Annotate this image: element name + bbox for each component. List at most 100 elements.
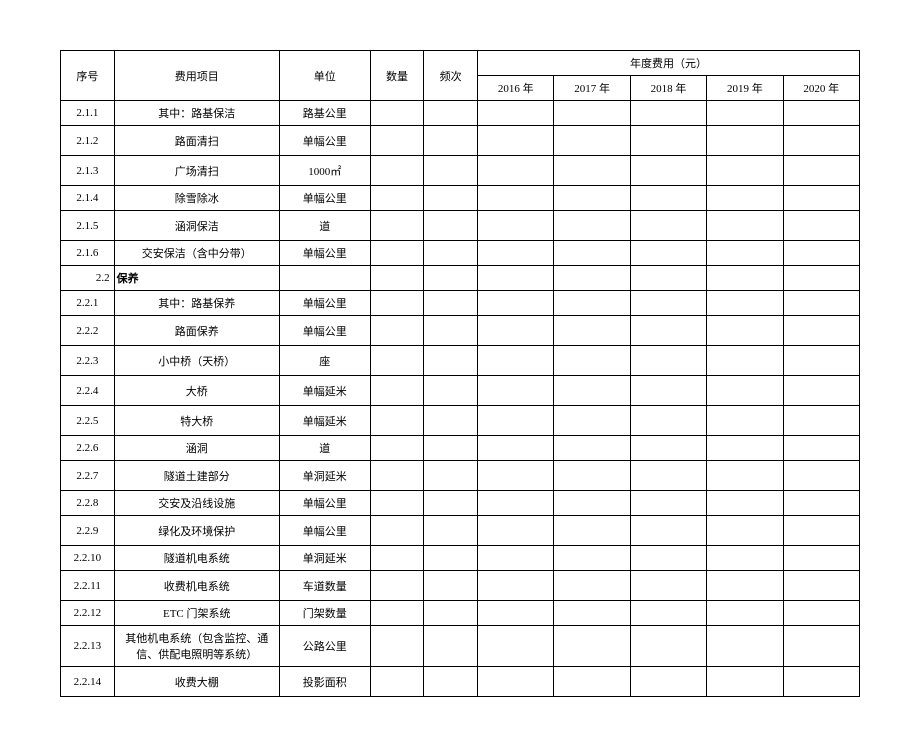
cell-y2 — [554, 266, 630, 291]
cell-freq — [424, 546, 478, 571]
cell-y1 — [478, 126, 554, 156]
cell-item: 其中：路基保养 — [114, 291, 279, 316]
cell-seq: 2.2.12 — [61, 601, 115, 626]
cell-qty — [370, 376, 424, 406]
cell-y2 — [554, 491, 630, 516]
cell-y2 — [554, 346, 630, 376]
cell-seq: 2.2.6 — [61, 436, 115, 461]
cell-unit: 单幅公里 — [279, 126, 370, 156]
table-row: 2.1.3广场清扫1000㎡ — [61, 156, 860, 186]
cell-freq — [424, 156, 478, 186]
cell-y5 — [783, 156, 860, 186]
cell-y1 — [478, 516, 554, 546]
cell-item: 收费机电系统 — [114, 571, 279, 601]
cell-y5 — [783, 346, 860, 376]
table-row: 2.1.4除雪除冰单幅公里 — [61, 186, 860, 211]
cell-qty — [370, 601, 424, 626]
cell-y5 — [783, 241, 860, 266]
cell-unit: 单幅公里 — [279, 291, 370, 316]
cell-seq: 2.1.3 — [61, 156, 115, 186]
cell-freq — [424, 266, 478, 291]
cell-qty — [370, 516, 424, 546]
cell-item: ETC 门架系统 — [114, 601, 279, 626]
cell-y1 — [478, 546, 554, 571]
cell-y3 — [630, 376, 706, 406]
cell-y3 — [630, 626, 706, 667]
cell-y3 — [630, 461, 706, 491]
cell-y4 — [707, 186, 783, 211]
cell-y4 — [707, 376, 783, 406]
cell-unit: 单幅公里 — [279, 186, 370, 211]
cell-seq: 2.2.14 — [61, 667, 115, 697]
cell-y5 — [783, 266, 860, 291]
cell-freq — [424, 461, 478, 491]
cell-y3 — [630, 571, 706, 601]
table-row: 2.2.4大桥单幅延米 — [61, 376, 860, 406]
header-unit: 单位 — [279, 51, 370, 101]
cell-y4 — [707, 461, 783, 491]
cell-unit: 单幅公里 — [279, 241, 370, 266]
cell-y5 — [783, 436, 860, 461]
cell-item: 绿化及环境保护 — [114, 516, 279, 546]
cell-y5 — [783, 101, 860, 126]
cell-y5 — [783, 461, 860, 491]
cell-y5 — [783, 516, 860, 546]
cell-y2 — [554, 156, 630, 186]
cell-freq — [424, 291, 478, 316]
cell-unit: 公路公里 — [279, 626, 370, 667]
table-row: 2.2.2路面保养单幅公里 — [61, 316, 860, 346]
header-freq: 频次 — [424, 51, 478, 101]
cell-y5 — [783, 376, 860, 406]
cell-item: 隧道土建部分 — [114, 461, 279, 491]
cell-y4 — [707, 667, 783, 697]
cell-y1 — [478, 156, 554, 186]
cell-unit: 道 — [279, 436, 370, 461]
cell-seq: 2.1.5 — [61, 211, 115, 241]
cell-freq — [424, 211, 478, 241]
cell-unit: 座 — [279, 346, 370, 376]
cell-y4 — [707, 101, 783, 126]
table-row: 2.1.1其中：路基保洁路基公里 — [61, 101, 860, 126]
cell-y5 — [783, 291, 860, 316]
cost-table: 序号 费用项目 单位 数量 频次 年度费用（元） 2016 年 2017 年 2… — [60, 50, 860, 697]
cell-y2 — [554, 546, 630, 571]
cell-y3 — [630, 126, 706, 156]
section-row: 2.2保养 — [61, 266, 860, 291]
cell-y4 — [707, 266, 783, 291]
cell-qty — [370, 126, 424, 156]
cell-freq — [424, 626, 478, 667]
cell-freq — [424, 376, 478, 406]
cell-seq: 2.2.1 — [61, 291, 115, 316]
cell-y2 — [554, 516, 630, 546]
cell-item: 路面保养 — [114, 316, 279, 346]
cell-y5 — [783, 316, 860, 346]
header-year-2016: 2016 年 — [478, 76, 554, 101]
cell-y2 — [554, 291, 630, 316]
cell-y1 — [478, 186, 554, 211]
cell-unit: 单幅延米 — [279, 406, 370, 436]
cell-freq — [424, 601, 478, 626]
table-row: 2.2.8交安及沿线设施单幅公里 — [61, 491, 860, 516]
cell-unit: 单幅公里 — [279, 516, 370, 546]
cell-seq: 2.2.10 — [61, 546, 115, 571]
cell-y4 — [707, 436, 783, 461]
cell-unit: 门架数量 — [279, 601, 370, 626]
cell-seq: 2.2.13 — [61, 626, 115, 667]
table-row: 2.2.10隧道机电系统单洞延米 — [61, 546, 860, 571]
cell-y1 — [478, 436, 554, 461]
cell-seq: 2.1.2 — [61, 126, 115, 156]
cell-y2 — [554, 316, 630, 346]
cell-y1 — [478, 461, 554, 491]
cell-y3 — [630, 316, 706, 346]
cell-y4 — [707, 126, 783, 156]
cell-y3 — [630, 516, 706, 546]
cell-qty — [370, 626, 424, 667]
cell-y2 — [554, 571, 630, 601]
cell-seq: 2.2.7 — [61, 461, 115, 491]
cell-freq — [424, 241, 478, 266]
cell-y4 — [707, 241, 783, 266]
cell-seq: 2.2.3 — [61, 346, 115, 376]
header-item: 费用项目 — [114, 51, 279, 101]
cell-unit — [279, 266, 370, 291]
cell-y4 — [707, 571, 783, 601]
